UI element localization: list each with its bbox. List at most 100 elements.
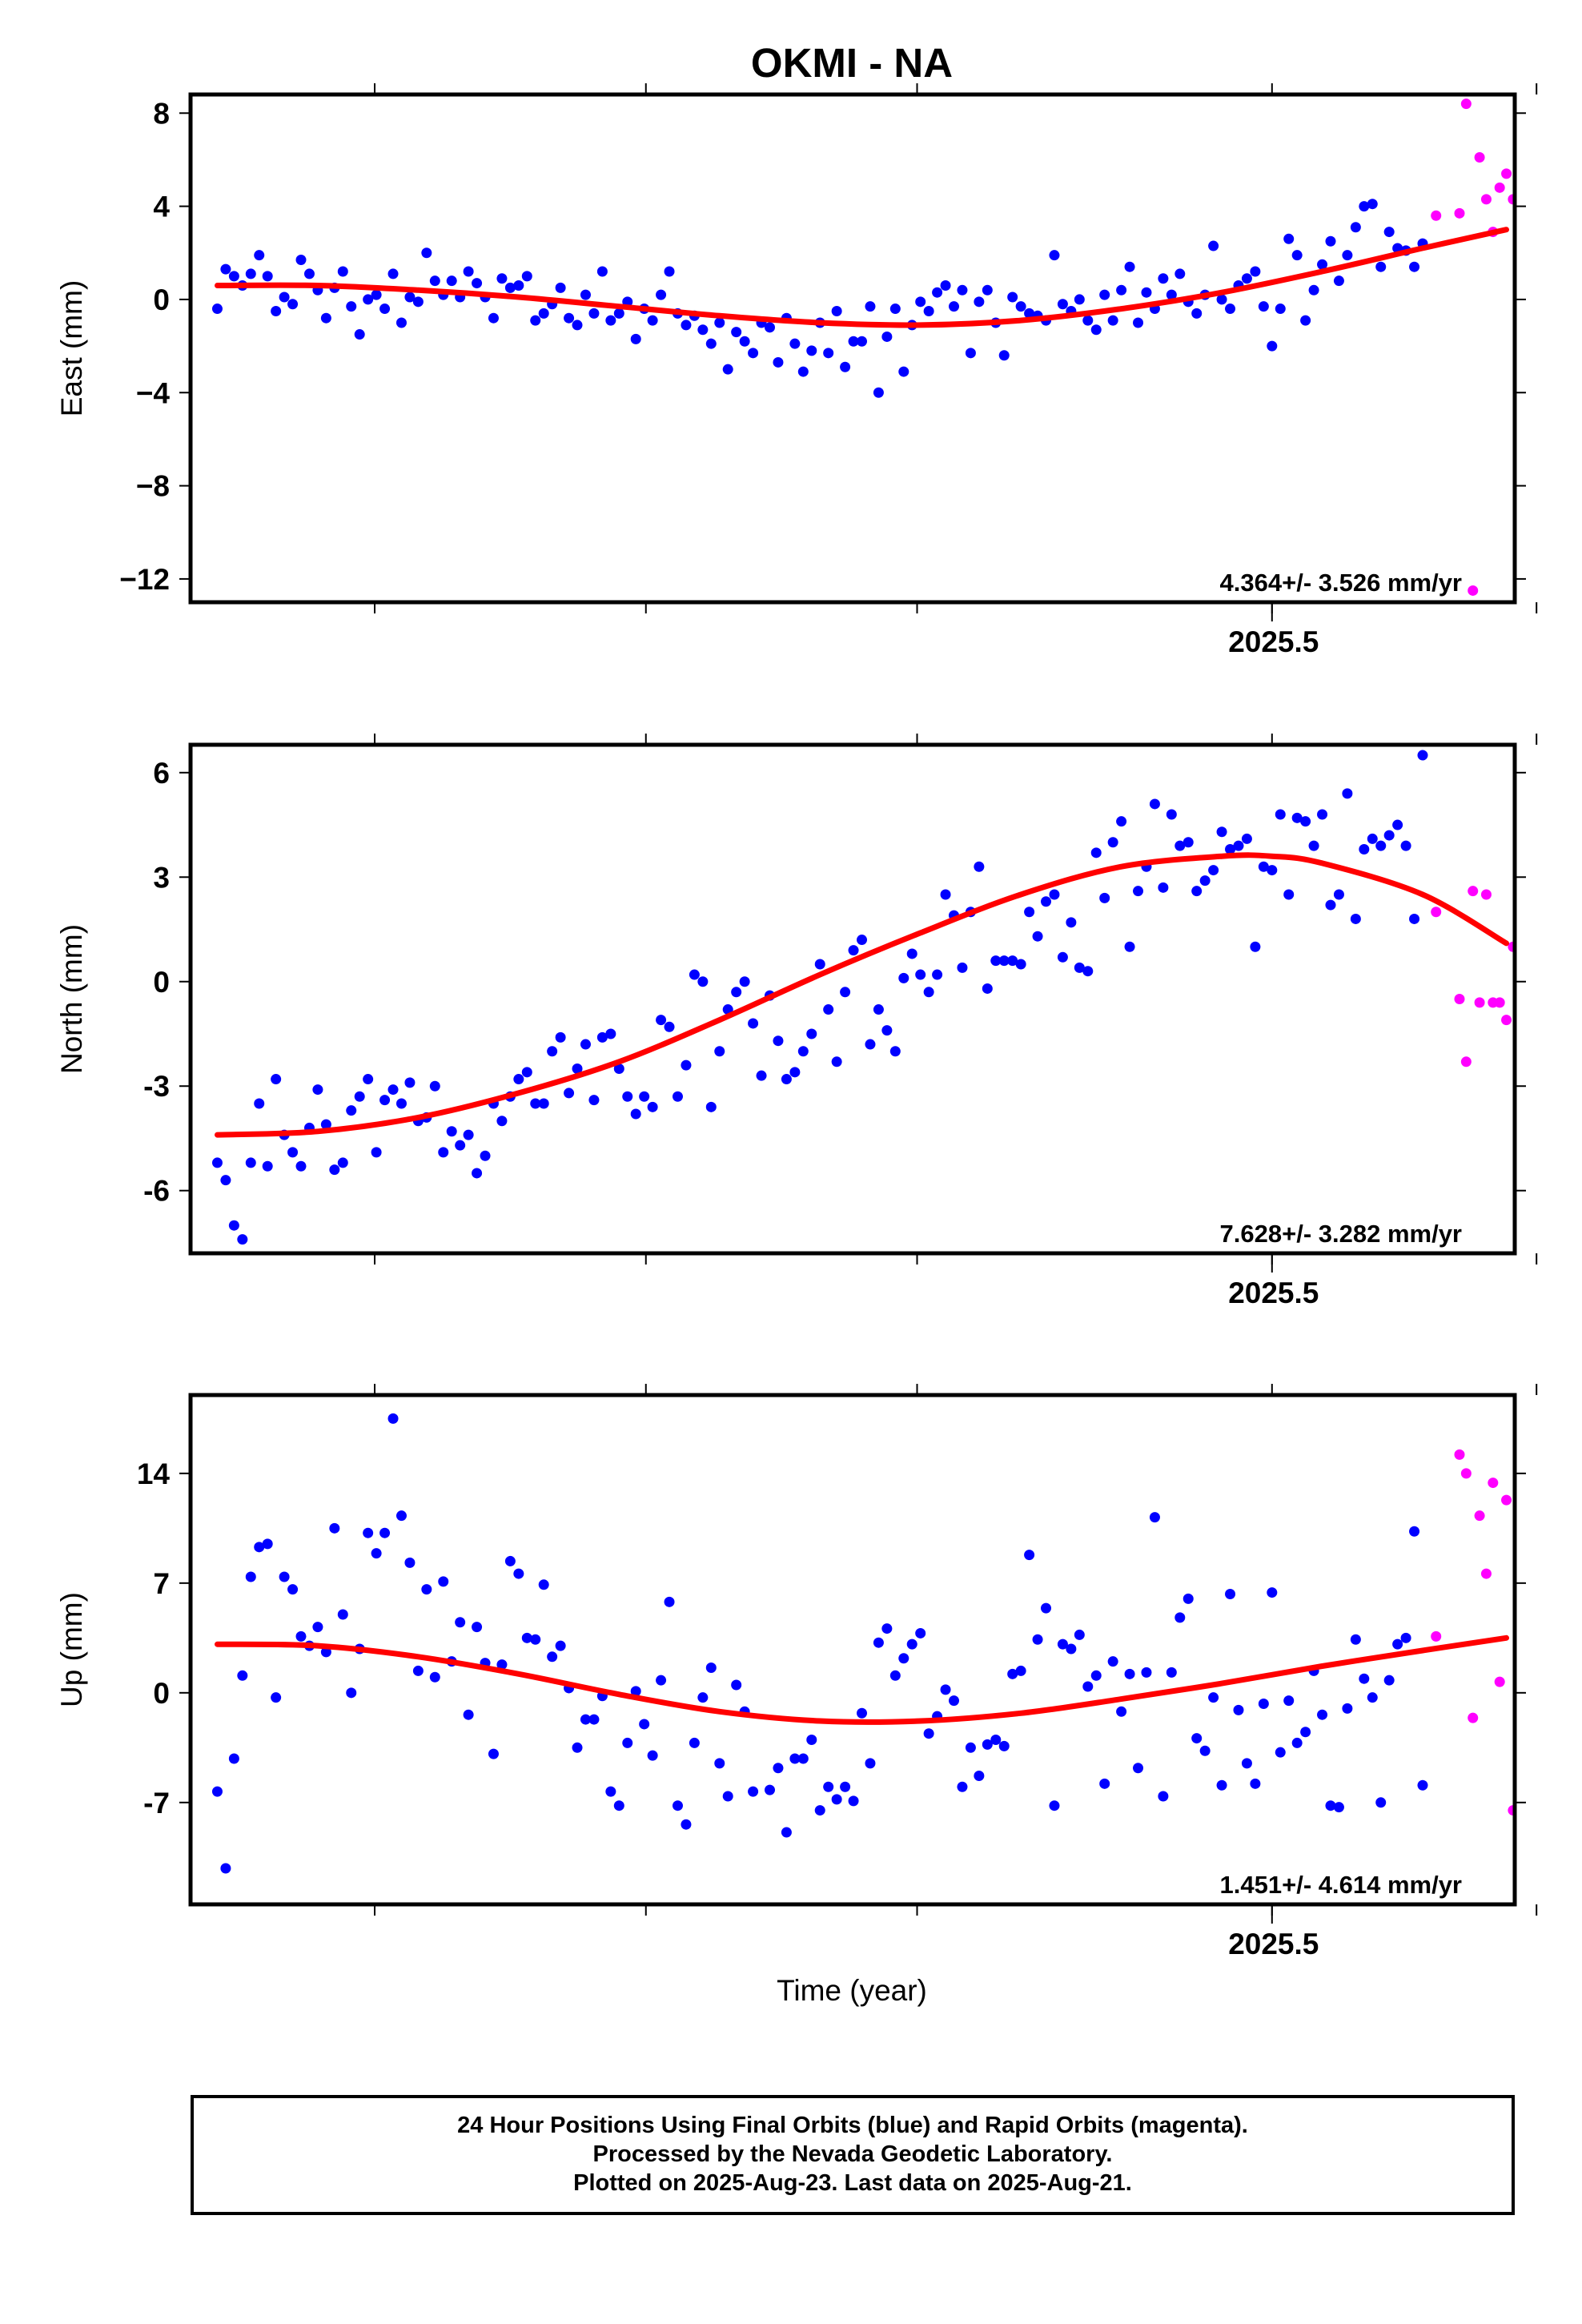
rapid-orbit-point [1460, 99, 1472, 110]
final-orbit-point [262, 1160, 273, 1172]
final-orbit-point [630, 1108, 641, 1120]
final-orbit-point [371, 1147, 382, 1158]
final-orbit-point [1291, 250, 1303, 261]
rapid-orbit-point [1480, 1568, 1492, 1579]
final-orbit-point [823, 1781, 834, 1792]
final-orbit-point [697, 976, 709, 987]
final-orbit-point [580, 1714, 591, 1725]
final-orbit-point [320, 312, 331, 324]
final-orbit-point [1024, 907, 1035, 918]
final-orbit-point [923, 1728, 934, 1739]
final-orbit-point [472, 278, 483, 289]
final-orbit-point [513, 279, 524, 291]
final-orbit-point [865, 1039, 876, 1050]
final-orbit-point [797, 1753, 809, 1764]
y-tick-label: 4 [153, 191, 170, 223]
final-orbit-point [555, 1031, 566, 1043]
final-orbit-point [1317, 259, 1328, 270]
final-orbit-point [932, 287, 943, 298]
final-orbit-point [504, 1555, 516, 1566]
final-orbit-point [1216, 826, 1227, 838]
plot-area-up [211, 1413, 1515, 1874]
final-orbit-point [1191, 886, 1203, 897]
final-orbit-point [379, 304, 391, 315]
final-orbit-point [371, 1548, 382, 1559]
final-orbit-point [848, 1795, 859, 1807]
final-orbit-point [1241, 1758, 1252, 1769]
final-orbit-point [521, 1067, 532, 1078]
final-orbit-point [982, 1739, 993, 1750]
final-orbit-point [656, 1015, 667, 1026]
final-orbit-point [764, 322, 775, 333]
y-tick-label: 6 [153, 757, 170, 790]
final-orbit-point [1174, 1612, 1186, 1623]
final-orbit-point [915, 296, 926, 308]
final-orbit-point [848, 945, 859, 956]
final-orbit-point [1317, 1709, 1328, 1720]
final-orbit-point [1417, 750, 1428, 761]
final-orbit-point [455, 1617, 466, 1628]
y-tick-label: 0 [153, 283, 170, 316]
y-tick-label: -6 [143, 1175, 170, 1208]
final-orbit-point [1066, 1643, 1077, 1655]
final-orbit-point [271, 1692, 282, 1703]
final-orbit-point [1166, 1667, 1177, 1678]
final-orbit-point [1049, 889, 1060, 900]
rapid-orbit-point [1494, 1676, 1505, 1687]
final-orbit-point [840, 361, 851, 372]
velocity-label-east: 4.364+/- 3.526 mm/yr [1220, 569, 1462, 597]
final-orbit-point [1233, 840, 1244, 851]
final-orbit-point [295, 1160, 307, 1172]
y-tick-label: −8 [136, 470, 170, 503]
final-orbit-point [1250, 1778, 1261, 1789]
final-orbit-point [923, 987, 934, 998]
final-orbit-point [773, 1763, 784, 1774]
final-orbit-point [538, 1098, 549, 1109]
model-curve-north [215, 852, 1509, 1138]
rapid-orbit-point [1474, 997, 1485, 1008]
final-orbit-point [228, 271, 239, 282]
final-orbit-point [823, 1004, 834, 1015]
final-orbit-point [1250, 941, 1261, 952]
final-orbit-point [279, 1571, 290, 1582]
final-orbit-point [1300, 816, 1311, 827]
final-orbit-point [371, 289, 382, 300]
final-orbit-point [337, 266, 348, 277]
final-orbit-point [1082, 966, 1094, 977]
rapid-orbit-point [1501, 1015, 1512, 1026]
final-orbit-point [363, 1074, 374, 1085]
final-orbit-point [949, 1695, 960, 1707]
final-orbit-point [1032, 1634, 1043, 1645]
final-orbit-point [1191, 308, 1203, 319]
final-orbit-point [1258, 861, 1269, 872]
final-orbit-point [656, 289, 667, 300]
rapid-orbit-point [1460, 1468, 1472, 1479]
final-orbit-point [1007, 955, 1018, 967]
final-orbit-point [1024, 308, 1035, 319]
final-orbit-point [613, 308, 624, 319]
final-orbit-point [1267, 1587, 1278, 1598]
rapid-orbit-point [1454, 994, 1465, 1004]
final-orbit-point [1359, 201, 1370, 212]
final-orbit-point [797, 1046, 809, 1057]
final-orbit-point [446, 275, 457, 287]
final-orbit-point [840, 1781, 851, 1792]
final-orbit-point [998, 955, 1010, 967]
final-orbit-point [814, 959, 825, 970]
final-orbit-point [580, 1039, 591, 1050]
final-orbit-point [906, 948, 917, 959]
final-orbit-point [1208, 865, 1219, 876]
final-orbit-point [547, 1651, 558, 1663]
rapid-orbit-point [1501, 1494, 1512, 1506]
final-orbit-point [564, 312, 575, 324]
final-orbit-point [220, 1863, 231, 1874]
final-orbit-point [237, 1234, 248, 1245]
final-orbit-point [1417, 1779, 1428, 1791]
velocity-label-up: 1.451+/- 4.614 mm/yr [1220, 1871, 1462, 1899]
final-orbit-point [1199, 1745, 1211, 1756]
final-orbit-point [664, 1596, 675, 1607]
final-orbit-point [739, 976, 750, 987]
footer-line-3: Plotted on 2025-Aug-23. Last data on 202… [573, 2170, 1132, 2196]
final-orbit-point [681, 1819, 692, 1830]
